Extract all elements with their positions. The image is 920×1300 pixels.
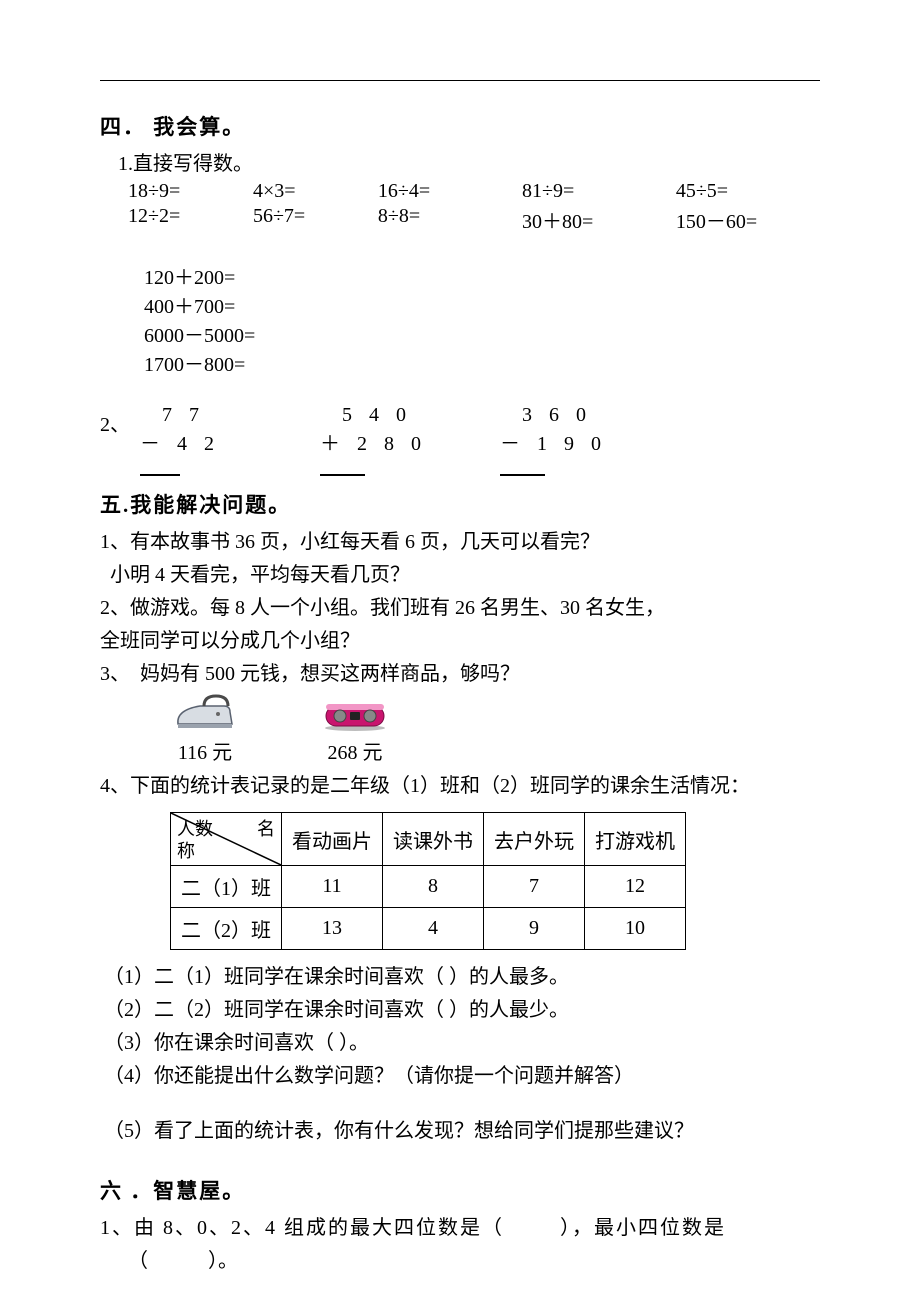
- table-row: 人数 名 称 看动画片 读课外书 去户外玩 打游戏机: [171, 813, 686, 866]
- eq: 120＋200=: [144, 261, 324, 290]
- stats-table: 人数 名 称 看动画片 读课外书 去户外玩 打游戏机 二（1）班 11 8 7 …: [170, 812, 686, 950]
- eq: 8÷8=: [378, 205, 522, 234]
- section-4-title: 四． 我会算。: [100, 111, 820, 141]
- col-header: 去户外玩: [484, 813, 585, 866]
- product-radio: 268 元: [320, 698, 390, 765]
- vcol-1: 7 7 － 4 2: [140, 404, 320, 479]
- q1a: 1、有本故事书 36 页，小红每天看 6 页，几天可以看完？: [100, 525, 820, 554]
- radio-icon: [320, 698, 390, 732]
- eq: 12÷2=: [128, 205, 253, 234]
- row-label: 二（1）班: [171, 866, 282, 908]
- eq: 150－60=: [676, 205, 820, 234]
- diag-bottom-label: 称: [177, 837, 195, 863]
- eq: 400＋700=: [144, 290, 334, 319]
- sec4-sub1: 1.直接写得数。: [100, 147, 820, 176]
- eq: 30＋80=: [522, 205, 676, 234]
- vrow: － 1 9 0: [500, 427, 680, 456]
- vrow: 3 6 0: [500, 404, 680, 427]
- q2b: 全班同学可以分成几个小组？: [100, 624, 820, 653]
- answer-line: [140, 456, 320, 479]
- q1b: 小明 4 天看完，平均每天看几页？: [100, 558, 820, 587]
- sec6-q1a: 1、由 8、0、2、4 组成的最大四位数是（ ），最小四位数是: [100, 1211, 820, 1240]
- cell: 9: [484, 908, 585, 950]
- row-label: 二（2）班: [171, 908, 282, 950]
- eq: 16÷4=: [378, 180, 522, 203]
- eq: 18÷9=: [128, 180, 253, 203]
- vertical-problems: 7 7 － 4 2 5 4 0 ＋ 2 8 0 3 6 0 － 1 9 0: [140, 404, 680, 479]
- sub-q2: （2）二（2）班同学在课余时间喜欢（ ）的人最少。: [104, 993, 820, 1022]
- eq: 45÷5=: [676, 180, 820, 203]
- vrow: － 4 2: [140, 427, 320, 456]
- iron-icon: [170, 692, 240, 732]
- eq: 1700－800=: [144, 348, 324, 377]
- top-rule: [100, 80, 820, 81]
- cell: 4: [383, 908, 484, 950]
- cell: 8: [383, 866, 484, 908]
- spacer: [100, 1147, 820, 1165]
- price-1: 116 元: [178, 736, 232, 765]
- vrow: ＋ 2 8 0: [320, 427, 500, 456]
- sub-q4: （4）你还能提出什么数学问题？（请你提一个问题并解答）: [104, 1059, 820, 1088]
- q3: 3、 妈妈有 500 元钱，想买这两样商品，够吗？: [100, 657, 820, 686]
- answer-line: [320, 456, 500, 479]
- vrow: 5 4 0: [320, 404, 500, 427]
- eq: 56÷7=: [253, 205, 378, 234]
- worksheet-page: 四． 我会算。 1.直接写得数。 18÷9= 4×3= 16÷4= 81÷9= …: [0, 0, 920, 1300]
- cell: 11: [282, 866, 383, 908]
- table-row: 二（1）班 11 8 7 12: [171, 866, 686, 908]
- product-iron: 116 元: [170, 692, 240, 765]
- col-header: 打游戏机: [585, 813, 686, 866]
- table-row: 二（2）班 13 4 9 10: [171, 908, 686, 950]
- sub-q3: （3）你在课余时间喜欢（ ）。: [104, 1026, 820, 1055]
- eq-row-1: 18÷9= 4×3= 16÷4= 81÷9= 45÷5=: [128, 180, 820, 203]
- eq-row-2: 12÷2= 56÷7= 8÷8= 30＋80= 150－60=: [128, 205, 820, 234]
- eq-row-3: 120＋200= 400＋700= 6000－5000= 1700－800=: [124, 238, 820, 400]
- q2a: 2、做游戏。每 8 人一个小组。我们班有 26 名男生、30 名女生，: [100, 591, 820, 620]
- sec6-q1b: （ ）。: [100, 1244, 820, 1273]
- sub-q1: （1）二（1）班同学在课余时间喜欢（ ）的人最多。: [104, 960, 820, 989]
- sec4-sub2: 2、: [100, 408, 140, 437]
- vrow: 7 7: [140, 404, 320, 427]
- section-6-title: 六 ．智慧屋。: [100, 1175, 820, 1205]
- vcol-3: 3 6 0 － 1 9 0: [500, 404, 680, 479]
- eq: 6000－5000=: [144, 319, 354, 348]
- price-2: 268 元: [328, 736, 383, 765]
- cell: 13: [282, 908, 383, 950]
- eq: 4×3=: [253, 180, 378, 203]
- cell: 12: [585, 866, 686, 908]
- eq: 81÷9=: [522, 180, 676, 203]
- q4: 4、下面的统计表记录的是二年级（1）班和（2）班同学的课余生活情况：: [100, 769, 820, 798]
- cell: 10: [585, 908, 686, 950]
- diag-right-label: 名: [257, 815, 275, 841]
- col-header: 看动画片: [282, 813, 383, 866]
- diag-header-cell: 人数 名 称: [171, 813, 282, 866]
- col-header: 读课外书: [383, 813, 484, 866]
- answer-line: [500, 456, 680, 479]
- product-row: 116 元 268 元: [170, 692, 820, 765]
- cell: 7: [484, 866, 585, 908]
- sub-q5: （5）看了上面的统计表，你有什么发现？想给同学们提那些建议？: [104, 1114, 820, 1143]
- spacer: [100, 1092, 820, 1110]
- vcol-2: 5 4 0 ＋ 2 8 0: [320, 404, 500, 479]
- section-5-title: 五.我能解决问题。: [100, 489, 820, 519]
